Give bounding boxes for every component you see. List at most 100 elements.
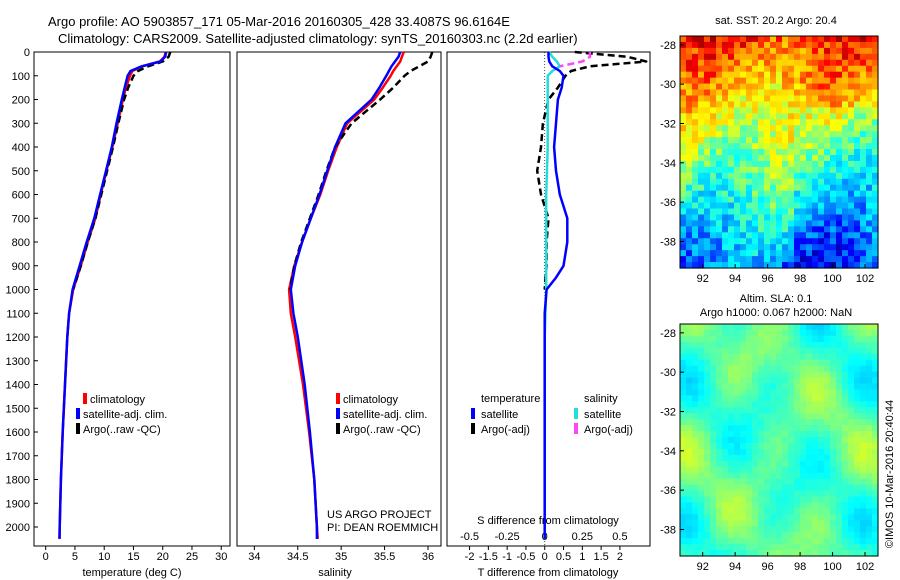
map-cell bbox=[806, 359, 813, 367]
map-cell bbox=[794, 178, 801, 186]
map-cell bbox=[842, 101, 849, 108]
map-cell bbox=[806, 36, 813, 43]
map-cell bbox=[698, 107, 705, 114]
map-cell bbox=[722, 41, 729, 49]
map-cell bbox=[800, 395, 807, 402]
map-cell bbox=[728, 89, 735, 97]
map-cell bbox=[764, 508, 771, 515]
temperature-axes-frame bbox=[33, 51, 231, 547]
map-cell bbox=[788, 520, 795, 527]
map-cell bbox=[860, 419, 867, 426]
map-cell bbox=[680, 137, 687, 144]
map-cell bbox=[704, 154, 711, 162]
map-cell bbox=[734, 496, 741, 504]
map-cell bbox=[680, 431, 687, 438]
map-cell bbox=[800, 324, 807, 331]
map-cell bbox=[692, 143, 699, 150]
map-cell bbox=[860, 244, 867, 251]
map-cell bbox=[788, 395, 795, 402]
map-cell bbox=[812, 466, 819, 474]
map-cell bbox=[794, 508, 801, 515]
map-cell bbox=[830, 172, 837, 180]
map-cell bbox=[824, 71, 831, 79]
map-cell bbox=[824, 502, 831, 510]
map-cell bbox=[746, 466, 753, 474]
map-cell bbox=[752, 514, 759, 521]
map-cell bbox=[788, 437, 795, 444]
map-cell bbox=[680, 226, 687, 233]
map-cell bbox=[686, 119, 693, 126]
map-cell bbox=[854, 389, 861, 396]
map-cell bbox=[806, 472, 813, 480]
map-cell bbox=[752, 532, 759, 539]
map-cell bbox=[722, 478, 729, 486]
map-cell bbox=[764, 365, 771, 373]
map-cell bbox=[770, 250, 777, 257]
map-cell bbox=[770, 220, 777, 227]
map-cell bbox=[716, 196, 723, 204]
map-cell bbox=[806, 425, 813, 432]
map-cell bbox=[734, 353, 741, 361]
map-cell bbox=[728, 184, 735, 192]
map-cell bbox=[872, 508, 879, 515]
map-cell bbox=[698, 514, 705, 521]
map-cell bbox=[746, 178, 753, 186]
map-cell bbox=[794, 371, 801, 379]
map-cell bbox=[764, 41, 771, 49]
map-cell bbox=[734, 490, 741, 498]
map-cell bbox=[854, 353, 861, 361]
map-cell bbox=[782, 442, 789, 450]
map-cell bbox=[830, 520, 837, 527]
map-cell bbox=[866, 472, 873, 480]
map-cell bbox=[836, 389, 843, 396]
map-cell bbox=[692, 383, 699, 391]
map-cell bbox=[770, 347, 777, 355]
map-cell bbox=[764, 202, 771, 210]
map-cell bbox=[722, 256, 729, 263]
map-cell bbox=[806, 202, 813, 210]
map-cell bbox=[710, 83, 717, 91]
map-cell bbox=[734, 59, 741, 67]
map-cell bbox=[704, 407, 711, 414]
map-cell bbox=[698, 71, 705, 79]
map-cell bbox=[842, 324, 849, 331]
map-cell bbox=[848, 520, 855, 527]
map-cell bbox=[806, 226, 813, 233]
map-cell bbox=[812, 377, 819, 385]
map-cell bbox=[758, 190, 765, 198]
map-cell bbox=[728, 329, 735, 337]
map-cell bbox=[752, 437, 759, 444]
map-cell bbox=[836, 172, 843, 180]
map-cell bbox=[842, 256, 849, 263]
map-cell bbox=[734, 202, 741, 210]
map-cell bbox=[764, 383, 771, 391]
map-cell bbox=[848, 208, 855, 216]
map-cell bbox=[686, 143, 693, 150]
map-cell bbox=[824, 377, 831, 385]
map-cell bbox=[746, 353, 753, 361]
map-cell bbox=[788, 95, 795, 103]
map-cell bbox=[680, 125, 687, 132]
map-cell bbox=[842, 59, 849, 67]
map-cell bbox=[698, 508, 705, 515]
map-cell bbox=[758, 490, 765, 498]
map-cell bbox=[764, 149, 771, 156]
map-cell bbox=[866, 89, 873, 97]
map-cell bbox=[686, 329, 693, 337]
map-cell bbox=[704, 431, 711, 438]
map-cell bbox=[734, 520, 741, 527]
map-cell bbox=[704, 65, 711, 73]
map-cell bbox=[764, 143, 771, 150]
map-cell bbox=[746, 329, 753, 337]
map-cell bbox=[752, 324, 759, 331]
map-cell bbox=[698, 154, 705, 162]
map-cell bbox=[698, 149, 705, 156]
map-cell bbox=[824, 437, 831, 444]
map-cell bbox=[722, 36, 729, 43]
map-cell bbox=[758, 502, 765, 510]
map-cell bbox=[686, 347, 693, 355]
map-cell bbox=[776, 214, 783, 222]
map-cell bbox=[758, 341, 765, 349]
map-cell bbox=[740, 250, 747, 257]
map-cell bbox=[728, 389, 735, 396]
